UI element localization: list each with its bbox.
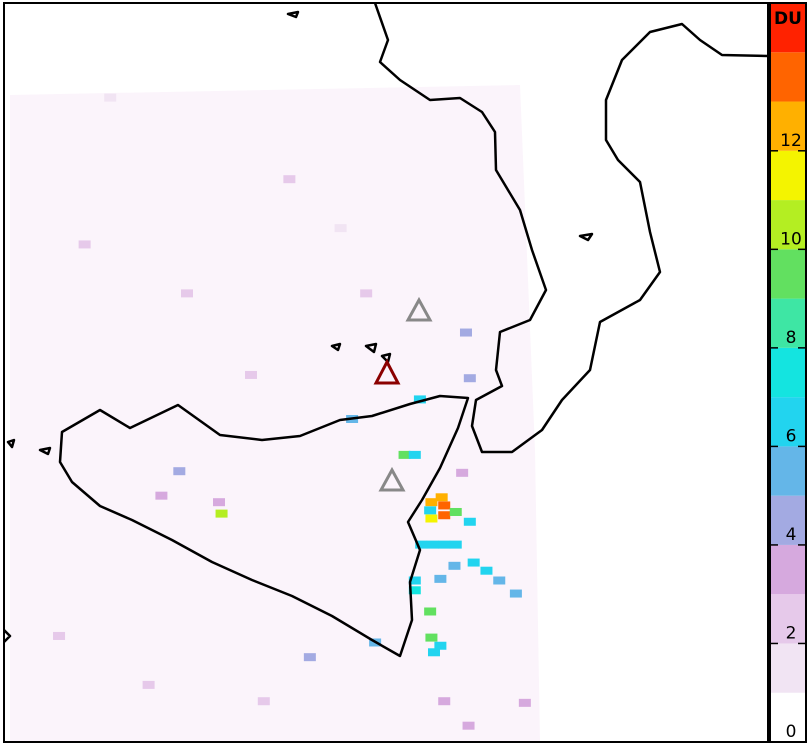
so2-pixel <box>456 468 469 477</box>
so2-pixel <box>518 698 531 707</box>
so2-pixel <box>173 467 186 476</box>
so2-pixel <box>360 289 373 298</box>
map-frame <box>3 2 769 743</box>
colorbar-segment <box>770 101 806 151</box>
so2-pixel <box>467 558 480 567</box>
so2-pixel <box>244 370 257 379</box>
volcano-marker <box>405 296 433 322</box>
so2-pixel <box>215 509 228 518</box>
so2-pixel <box>212 498 225 507</box>
colorbar-segment <box>770 594 806 644</box>
so2-pixel <box>449 507 462 516</box>
so2-pixel <box>408 576 421 585</box>
so2-pixel <box>463 517 476 526</box>
so2-pixel <box>462 721 475 730</box>
so2-pixel <box>434 574 447 583</box>
colorbar-segment <box>770 3 806 53</box>
colorbar-segment <box>770 200 806 250</box>
mainland-coast <box>373 2 769 454</box>
sicily-coast <box>58 394 470 658</box>
so2-pixel <box>463 374 476 383</box>
so2-pixel <box>334 224 347 233</box>
so2-pixel <box>303 653 316 662</box>
so2-pixel <box>426 540 439 549</box>
so2-pixel <box>424 607 437 616</box>
colorbar-segment <box>770 150 806 201</box>
colorbar-segment <box>770 446 806 496</box>
colorbar-tick-label: 12 <box>780 131 802 151</box>
so2-pixel <box>493 576 506 585</box>
colorbar-tick-label: 8 <box>786 328 797 348</box>
so2-pixel <box>408 450 421 459</box>
so2-pixel <box>425 498 438 507</box>
so2-pixel <box>449 540 462 549</box>
so2-pixel <box>427 648 440 657</box>
so2-pixel <box>434 641 447 650</box>
so2-pixel <box>438 540 451 549</box>
colorbar-tick-label: 0 <box>786 722 797 742</box>
so2-pixel <box>155 491 168 500</box>
coastlines <box>3 2 769 658</box>
colorbar-segment <box>770 397 806 447</box>
so2-pixel <box>104 93 117 102</box>
satellite-swath <box>10 85 540 742</box>
volcano-markers <box>373 296 433 492</box>
so2-pixel <box>480 566 493 575</box>
colorbar-tick-label: 2 <box>786 623 797 643</box>
so2-pixel <box>509 589 522 598</box>
so2-pixel <box>181 289 194 298</box>
island <box>3 10 594 643</box>
so2-pixel <box>413 395 426 404</box>
so2-pixel <box>438 511 451 520</box>
colorbar-segment <box>770 347 806 398</box>
so2-pixel <box>438 501 451 510</box>
so2-pixel <box>53 631 66 640</box>
colorbar-segment <box>770 298 806 348</box>
so2-pixel <box>438 697 451 706</box>
so2-pixel <box>398 450 411 459</box>
colorbar: 0 2 4 6 8 10 12 <box>770 3 806 743</box>
volcano-marker <box>373 358 401 385</box>
so2-pixel <box>408 586 421 595</box>
so2-pixel <box>257 697 270 706</box>
so2-pixel <box>415 540 428 549</box>
volcano-marker <box>378 466 406 492</box>
so2-pixel <box>424 506 437 515</box>
colorbar-tick-label: 10 <box>780 229 802 249</box>
colorbar-segment <box>770 643 806 693</box>
so2-pixel <box>435 493 448 502</box>
so2-pixel <box>459 328 472 337</box>
colorbar-segment <box>770 249 806 299</box>
colorbar-segment <box>770 544 806 595</box>
colorbar-segment <box>770 692 806 742</box>
colorbar-label: DU <box>774 9 802 29</box>
so2-pixel <box>142 680 155 689</box>
so2-pixel <box>78 240 91 249</box>
colorbar-tick-label: 6 <box>786 426 797 446</box>
so2-pixel <box>425 514 438 523</box>
so2-pixel <box>448 561 461 570</box>
colorbar-segment <box>770 495 806 545</box>
so2-pixel <box>425 633 438 642</box>
colorbar-frame <box>769 2 807 743</box>
colorbar-tick-label: 4 <box>786 525 797 545</box>
so2-pixel <box>283 175 296 184</box>
colorbar-segment <box>770 52 806 102</box>
